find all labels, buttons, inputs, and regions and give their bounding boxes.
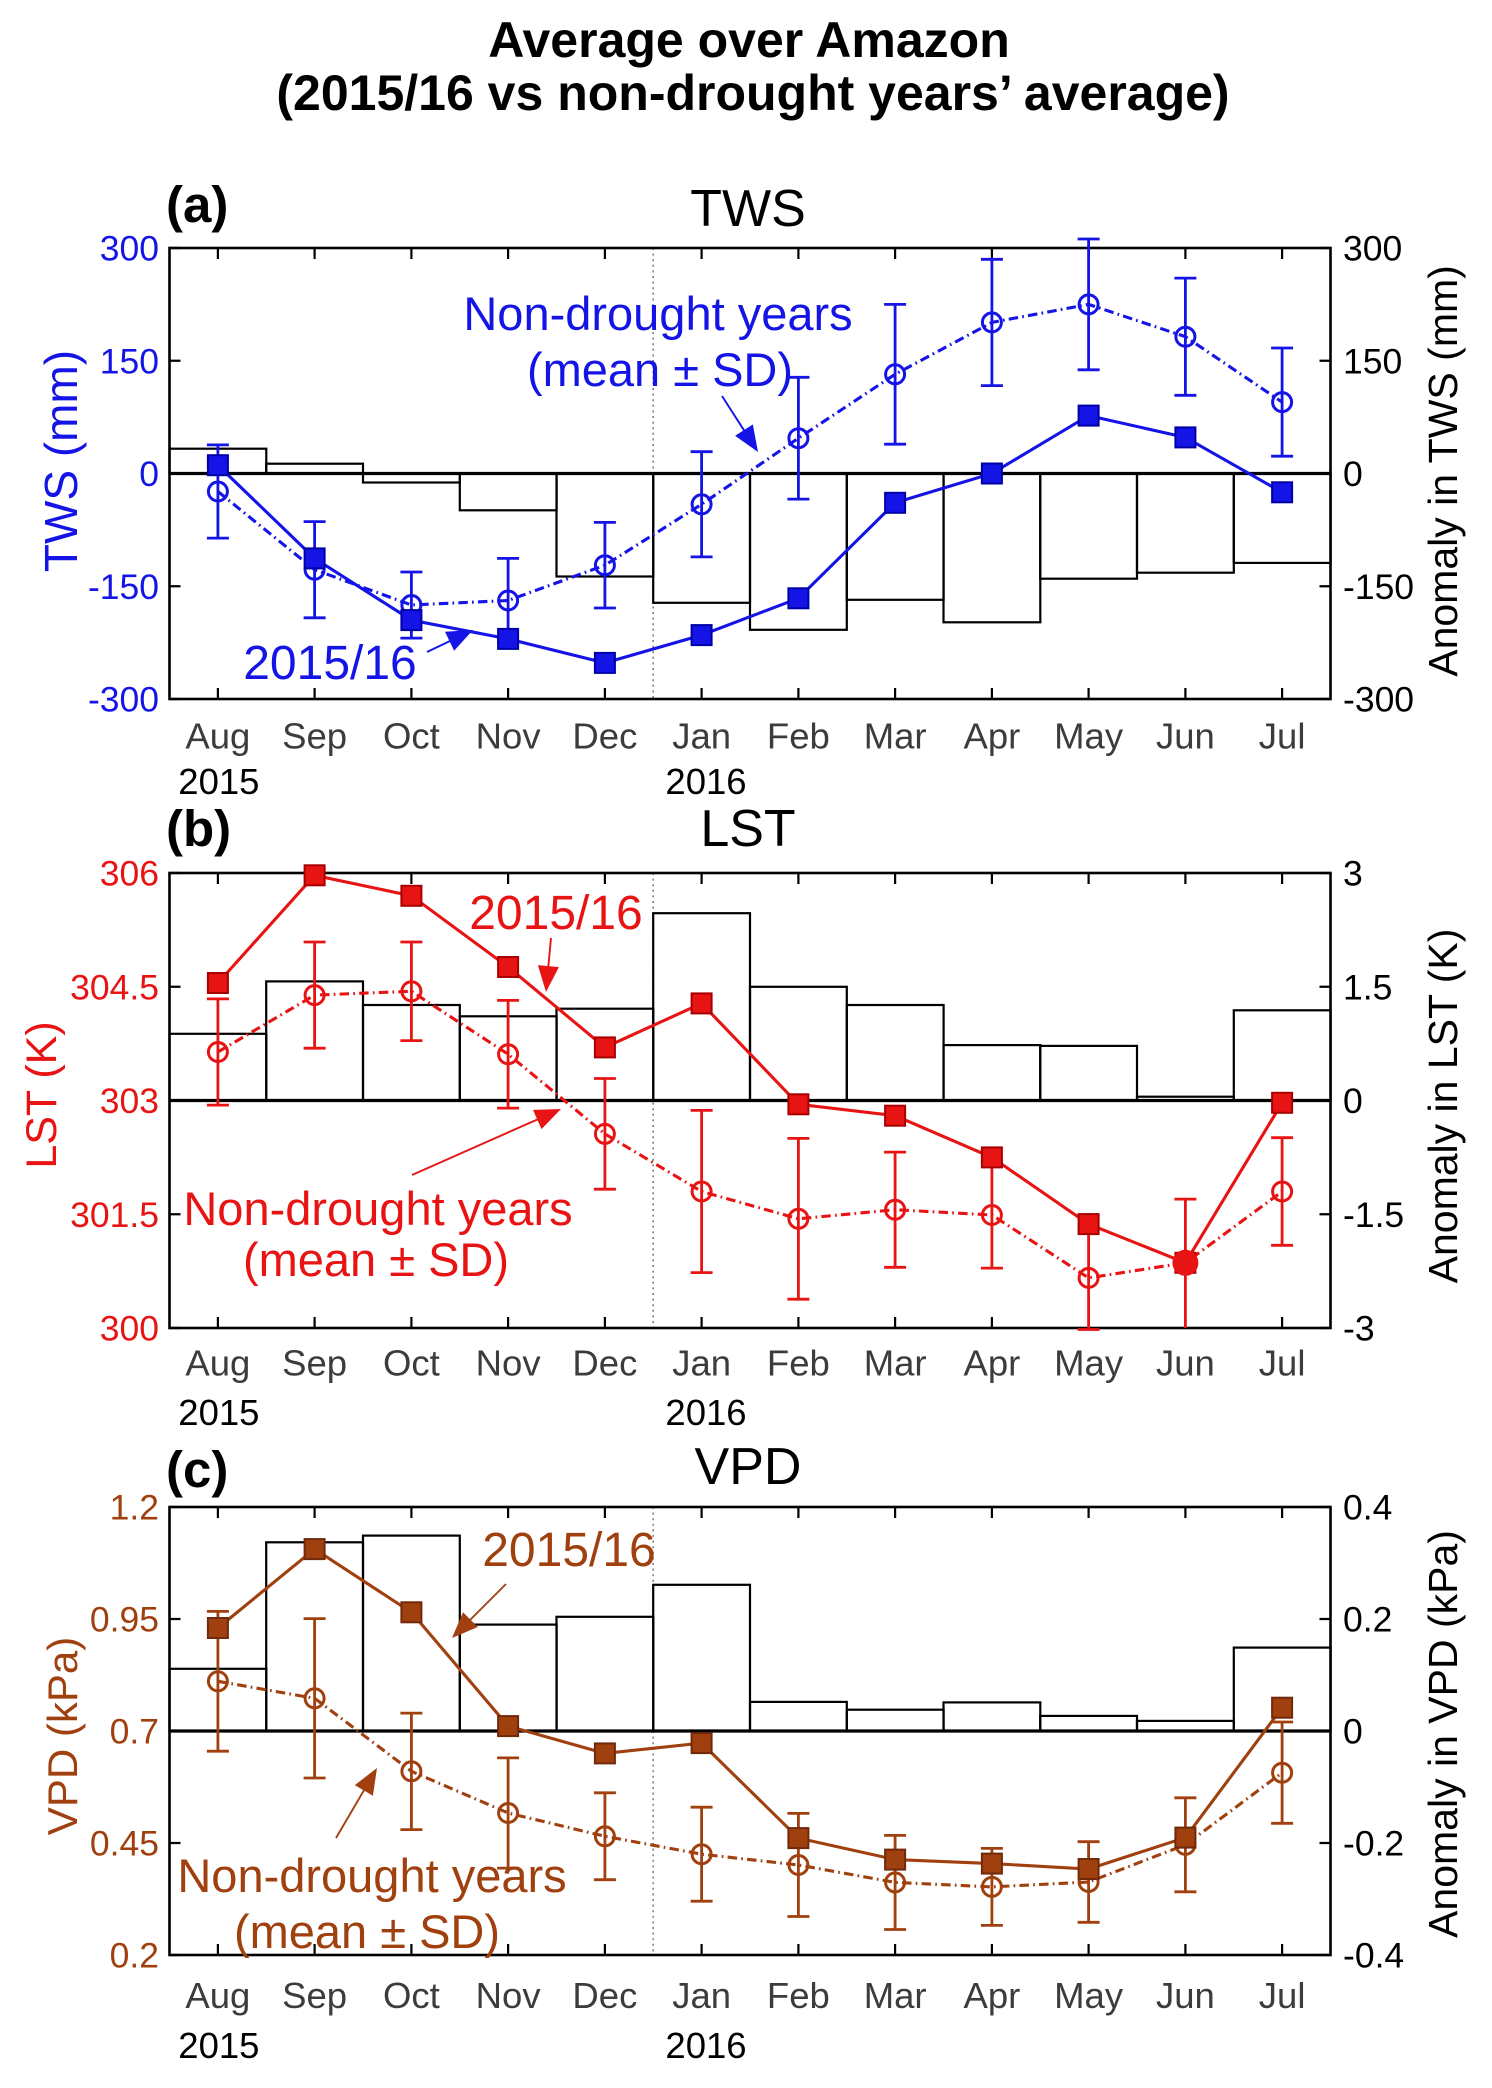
svg-text:2015/16: 2015/16 (482, 1524, 656, 1577)
svg-text:May: May (1054, 1975, 1124, 2016)
svg-text:Anomaly in VPD (kPa): Anomaly in VPD (kPa) (1420, 1530, 1466, 1938)
svg-text:-1.5: -1.5 (1343, 1195, 1404, 1235)
svg-text:150: 150 (1343, 341, 1402, 381)
svg-text:2016: 2016 (665, 2025, 746, 2066)
svg-text:(b): (b) (166, 800, 231, 857)
svg-text:0.7: 0.7 (110, 1712, 159, 1752)
svg-text:Sep: Sep (282, 1343, 347, 1384)
svg-text:0: 0 (139, 454, 159, 494)
svg-text:0: 0 (1343, 1712, 1363, 1752)
svg-text:May: May (1054, 716, 1124, 757)
svg-text:Mar: Mar (864, 1343, 927, 1384)
svg-text:Dec: Dec (572, 1343, 637, 1384)
svg-text:Non-drought years: Non-drought years (177, 1849, 566, 1902)
svg-text:Average over Amazon: Average over Amazon (488, 12, 1009, 68)
svg-text:300: 300 (1343, 229, 1402, 269)
svg-text:Feb: Feb (767, 1975, 830, 2016)
svg-text:Mar: Mar (864, 1975, 927, 2016)
svg-text:(mean ± SD): (mean ± SD) (234, 1905, 500, 1958)
svg-text:Jan: Jan (672, 1975, 731, 2016)
svg-text:VPD (kPa): VPD (kPa) (39, 1637, 86, 1835)
svg-text:Oct: Oct (383, 1343, 440, 1384)
svg-text:Jul: Jul (1259, 1343, 1306, 1384)
svg-text:(a): (a) (166, 176, 228, 233)
svg-text:2015/16: 2015/16 (243, 637, 417, 690)
svg-text:304.5: 304.5 (70, 967, 159, 1007)
svg-text:Nov: Nov (476, 1975, 542, 2016)
svg-text:2016: 2016 (665, 1392, 746, 1433)
svg-text:Jun: Jun (1156, 1343, 1215, 1384)
svg-text:Jun: Jun (1156, 716, 1215, 757)
svg-text:Aug: Aug (185, 716, 250, 757)
svg-text:LST: LST (700, 800, 795, 858)
svg-text:0.2: 0.2 (110, 1936, 159, 1976)
svg-text:2015/16: 2015/16 (469, 887, 643, 940)
svg-text:Sep: Sep (282, 1975, 347, 2016)
svg-text:-0.4: -0.4 (1343, 1936, 1404, 1976)
svg-text:1.5: 1.5 (1343, 967, 1392, 1007)
svg-text:Jan: Jan (672, 716, 731, 757)
svg-text:Dec: Dec (572, 716, 637, 757)
svg-text:Aug: Aug (185, 1975, 250, 2016)
svg-text:(mean ± SD): (mean ± SD) (527, 343, 793, 396)
svg-text:Nov: Nov (476, 716, 542, 757)
svg-text:Jun: Jun (1156, 1975, 1215, 2016)
svg-text:Mar: Mar (864, 716, 927, 757)
svg-text:300: 300 (100, 229, 159, 269)
svg-text:Feb: Feb (767, 716, 830, 757)
svg-text:2016: 2016 (665, 761, 746, 802)
svg-text:TWS (mm): TWS (mm) (35, 350, 87, 572)
svg-text:2015: 2015 (178, 1392, 259, 1433)
svg-text:300: 300 (100, 1309, 159, 1349)
svg-text:Apr: Apr (963, 1343, 1020, 1384)
svg-text:-300: -300 (88, 680, 159, 720)
svg-text:Nov: Nov (476, 1343, 542, 1384)
svg-text:-300: -300 (1343, 680, 1414, 720)
svg-text:0.4: 0.4 (1343, 1488, 1392, 1528)
svg-text:301.5: 301.5 (70, 1195, 159, 1235)
svg-text:1.2: 1.2 (110, 1488, 159, 1528)
svg-text:-150: -150 (1343, 567, 1414, 607)
svg-text:Anomaly in TWS (mm): Anomaly in TWS (mm) (1420, 265, 1466, 677)
svg-text:303: 303 (100, 1081, 159, 1121)
svg-text:Non-drought years: Non-drought years (183, 1182, 572, 1235)
svg-text:May: May (1054, 1343, 1124, 1384)
svg-text:(mean ± SD): (mean ± SD) (243, 1233, 509, 1286)
svg-text:Jan: Jan (672, 1343, 731, 1384)
svg-text:2015: 2015 (178, 2025, 259, 2066)
svg-text:0.2: 0.2 (1343, 1600, 1392, 1640)
svg-text:-0.2: -0.2 (1343, 1824, 1404, 1864)
svg-text:Oct: Oct (383, 716, 440, 757)
svg-text:LST (K): LST (K) (18, 1021, 66, 1168)
svg-text:306: 306 (100, 854, 159, 894)
svg-text:Non-drought years: Non-drought years (463, 287, 852, 340)
svg-text:Jul: Jul (1259, 1975, 1306, 2016)
svg-text:Feb: Feb (767, 1343, 830, 1384)
svg-text:(2015/16 vs non-drought years’: (2015/16 vs non-drought years’ average) (276, 65, 1229, 121)
svg-text:Aug: Aug (185, 1343, 250, 1384)
svg-text:Apr: Apr (963, 1975, 1020, 2016)
svg-text:Dec: Dec (572, 1975, 637, 2016)
svg-text:150: 150 (100, 341, 159, 381)
svg-text:Apr: Apr (963, 716, 1020, 757)
svg-text:TWS: TWS (690, 180, 806, 238)
svg-text:-150: -150 (88, 567, 159, 607)
svg-text:Sep: Sep (282, 716, 347, 757)
svg-text:0: 0 (1343, 454, 1363, 494)
svg-text:VPD: VPD (695, 1438, 802, 1496)
svg-text:Jul: Jul (1259, 716, 1306, 757)
svg-text:2015: 2015 (178, 761, 259, 802)
svg-text:0.95: 0.95 (90, 1600, 159, 1640)
svg-text:(c): (c) (166, 1441, 228, 1498)
svg-text:Anomaly in LST (K): Anomaly in LST (K) (1420, 929, 1466, 1284)
svg-text:Oct: Oct (383, 1975, 440, 2016)
svg-text:0: 0 (1343, 1081, 1363, 1121)
svg-text:0.45: 0.45 (90, 1824, 159, 1864)
svg-text:3: 3 (1343, 854, 1363, 894)
svg-text:-3: -3 (1343, 1309, 1375, 1349)
